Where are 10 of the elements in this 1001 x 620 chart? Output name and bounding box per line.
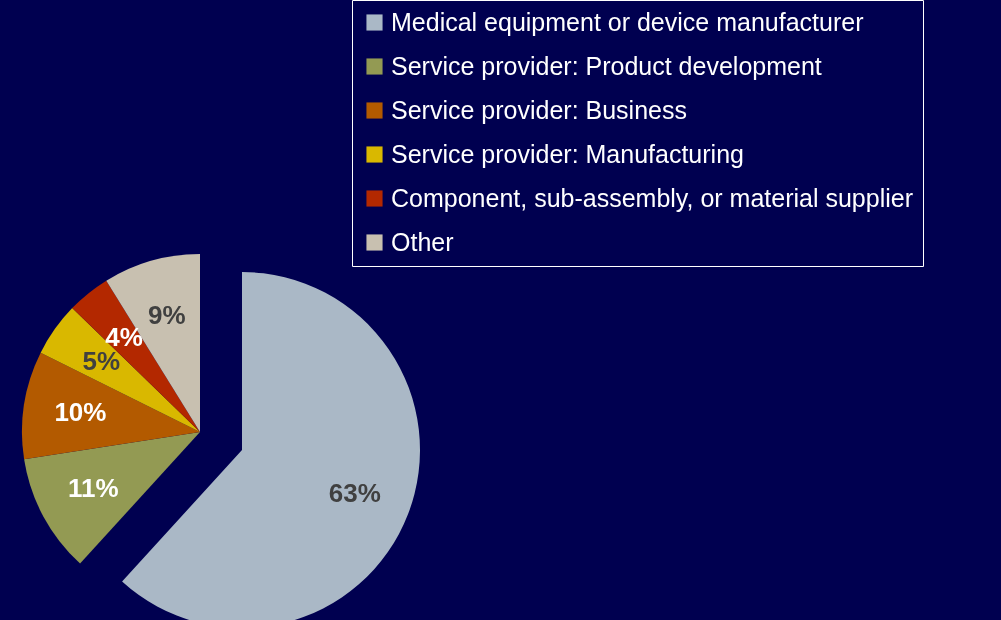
legend-label: Medical equipment or device manufacturer (391, 7, 864, 36)
data-label: 63% (328, 477, 381, 508)
data-label: 11% (68, 473, 119, 504)
legend-label: Other (391, 227, 454, 256)
data-label: 10% (54, 397, 107, 428)
legend-label: Component, sub-assembly, or material supplier (391, 183, 913, 212)
data-label: 9% (148, 299, 186, 330)
legend-label: Service provider: Manufacturing (391, 139, 744, 168)
legend-label: Service provider: Product development (391, 51, 822, 80)
legend-label: Service provider: Business (391, 95, 687, 124)
